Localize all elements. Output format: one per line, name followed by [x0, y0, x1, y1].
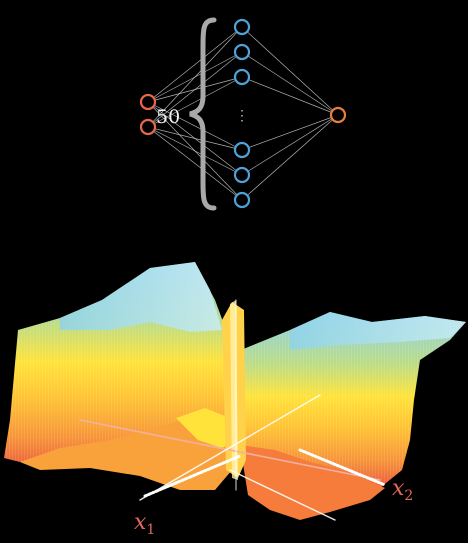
axis-label-x1: x1 [134, 510, 155, 538]
edge-input-2-hidden-4 [147, 126, 243, 151]
edge-input-2-hidden-2 [147, 51, 243, 128]
surface-front-right [240, 445, 385, 520]
hidden-ellipsis: ⋮ [235, 108, 249, 124]
hidden-node-6 [233, 191, 251, 209]
edge-input-1-hidden-1 [147, 26, 243, 103]
hidden-size-label: 50 [156, 106, 180, 128]
surface-right-cap [290, 312, 466, 350]
hidden-node-2 [233, 43, 251, 61]
axis-label-x2: x2 [392, 476, 413, 504]
surface-axes [79, 299, 387, 521]
edge-hidden-1-output-1 [241, 26, 339, 116]
hidden-node-5 [233, 166, 251, 184]
input-node-2 [139, 118, 157, 136]
edge-input-2-hidden-5 [147, 126, 243, 176]
hidden-node-4 [233, 141, 251, 159]
hidden-node-3 [233, 68, 251, 86]
surface-front-left [20, 410, 232, 490]
edge-hidden-2-output-1 [241, 51, 339, 116]
edge-hidden-3-output-1 [241, 76, 339, 116]
loss-surface-plot: x1 x2 [4, 262, 466, 538]
neural-network-diagram: 50 ⋮ [139, 17, 347, 211]
edge-input-2-hidden-1 [147, 26, 243, 128]
hidden-node-1 [233, 18, 251, 36]
input-node-1 [139, 93, 157, 111]
edge-hidden-6-output-1 [241, 114, 339, 201]
surface-center-fold [176, 408, 235, 448]
hidden-layer-brace [189, 17, 217, 211]
network-nodes [139, 18, 347, 209]
edge-input-2-hidden-3 [147, 76, 243, 128]
network-edges [147, 26, 339, 201]
edge-input-2-hidden-6 [147, 126, 243, 201]
edge-hidden-4-output-1 [241, 114, 339, 151]
surface-left-cap [60, 262, 222, 332]
output-node-1 [329, 106, 347, 124]
edge-hidden-5-output-1 [241, 114, 339, 176]
